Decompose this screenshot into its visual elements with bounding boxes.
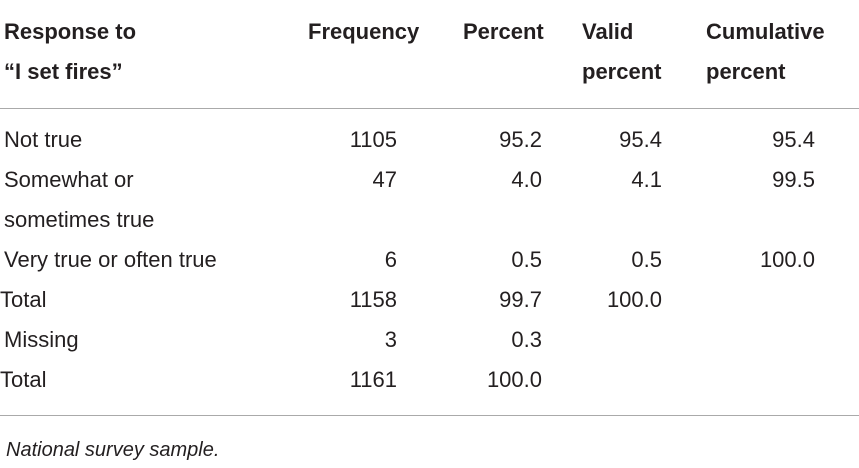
table-cell: 99.5 [772,167,815,192]
table-cell: 1158 [349,287,397,312]
table-cell: 3 [384,327,397,352]
table-cell: 4.1 [631,167,662,192]
row-label: Total [0,287,47,312]
row-label: Very true or often true [4,247,217,272]
table-cell: 0.5 [511,247,542,272]
table-cell: 95.4 [619,127,662,152]
table-cell: 100.0 [486,367,542,392]
table-cell: 47 [372,167,397,192]
table-cell: 99.7 [499,287,542,312]
column-header: “I set fires” [4,59,123,84]
header-rule [0,108,859,109]
table-cell: 100.0 [759,247,815,272]
column-header: Percent [463,19,544,44]
table-cell: 0.5 [631,247,662,272]
row-label: Not true [4,127,83,152]
bottom-rule [0,415,859,416]
column-header: percent [582,59,662,84]
table-cell: 1161 [349,367,397,392]
row-label: Missing [4,327,79,352]
row-label: Somewhat or sometimes true [4,167,155,232]
column-header: Cumulative [706,19,825,44]
table-cell: 0.3 [511,327,542,352]
row-label: Total [0,367,47,392]
table-cell: 4.0 [511,167,542,192]
table-cell: 95.4 [772,127,815,152]
table-cell: 6 [384,247,397,272]
column-header: Frequency [308,19,420,44]
table-cell: 1105 [349,127,397,152]
footnote: National survey sample. [6,439,220,461]
column-header: percent [706,59,786,84]
column-header: Response to [4,19,137,44]
table-cell: 95.2 [499,127,542,152]
table-cell: 100.0 [606,287,662,312]
column-header: Valid [582,19,634,44]
